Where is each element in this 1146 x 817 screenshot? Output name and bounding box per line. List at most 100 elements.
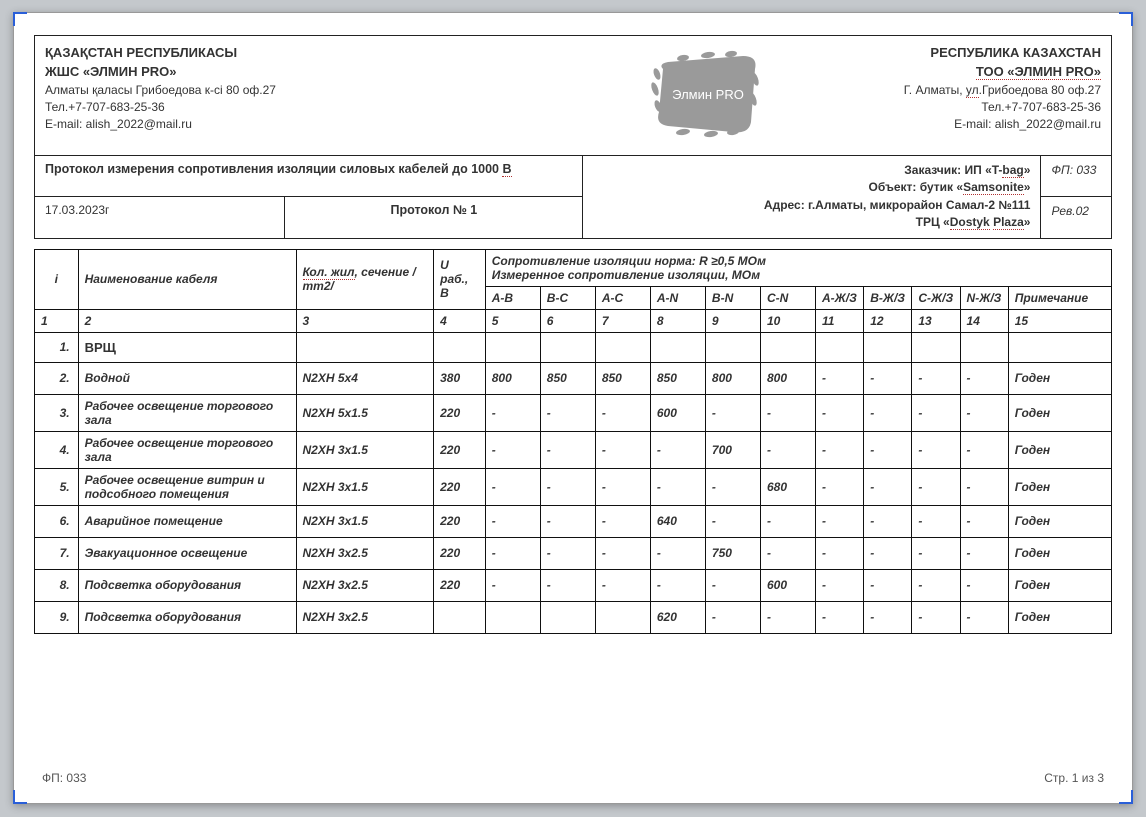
col-в-ж/з: В-Ж/З	[864, 286, 912, 309]
org-ru-email: E-mail: alish_2022@mail.ru	[842, 116, 1101, 133]
meas-6: -	[816, 468, 864, 505]
note: Годен	[1008, 537, 1111, 569]
colnum-13: 13	[912, 309, 960, 332]
meas-1: -	[540, 505, 595, 537]
table-row: 3.Рабочее освещение торгового залаN2XH 5…	[35, 394, 1112, 431]
meas-9: -	[960, 431, 1008, 468]
meas-4: 700	[705, 431, 760, 468]
table-row: 8.Подсветка оборудованияN2XH 3х2.5220---…	[35, 569, 1112, 601]
colnum-4: 4	[434, 309, 486, 332]
col-а-ж/з: А-Ж/З	[816, 286, 864, 309]
row-index: 2.	[35, 362, 79, 394]
org-ru-line1: РЕСПУБЛИКА КАЗАХСТАН	[842, 44, 1101, 63]
meas-4: 800	[705, 362, 760, 394]
meas-2	[595, 332, 650, 362]
meas-8: -	[912, 569, 960, 601]
meas-7: -	[864, 394, 912, 431]
voltage: 220	[434, 468, 486, 505]
meas-9: -	[960, 601, 1008, 633]
col-n-ж/з: N-Ж/З	[960, 286, 1008, 309]
colnum-9: 9	[705, 309, 760, 332]
meas-5: -	[760, 537, 815, 569]
header-table: ҚАЗАҚСТАН РЕСПУБЛИКАСЫ ЖШС «ЭЛМИН PRO» А…	[34, 35, 1112, 239]
meas-2: -	[595, 468, 650, 505]
meas-9: -	[960, 505, 1008, 537]
meas-8: -	[912, 601, 960, 633]
voltage: 380	[434, 362, 486, 394]
meas-5: 800	[760, 362, 815, 394]
meas-3	[650, 332, 705, 362]
object-line: Объект: бутик «Samsonite»	[869, 180, 1031, 195]
norma-text: Сопротивление изоляции норма: R ≥0,5 МОм	[492, 254, 1105, 268]
corner-marker	[13, 12, 27, 26]
table-row: 1.ВРЩ	[35, 332, 1112, 362]
meas-9: -	[960, 468, 1008, 505]
col-a-c: A-C	[595, 286, 650, 309]
row-index: 4.	[35, 431, 79, 468]
meas-0: 800	[485, 362, 540, 394]
table-row: 2.ВоднойN2XH 5х4380800850850850800800---…	[35, 362, 1112, 394]
meas-1	[540, 332, 595, 362]
voltage	[434, 332, 486, 362]
meas-9: -	[960, 394, 1008, 431]
colnum-11: 11	[816, 309, 864, 332]
meas-0: -	[485, 537, 540, 569]
cable-name: Рабочее освещение торгового зала	[78, 394, 296, 431]
cable-name: Рабочее освещение торгового зала	[78, 431, 296, 468]
org-kz-line1: ҚАЗАҚСТАН РЕСПУБЛИКАСЫ	[45, 44, 573, 63]
meas-1: -	[540, 569, 595, 601]
cable-spec	[296, 332, 434, 362]
meas-0	[485, 601, 540, 633]
meas-1	[540, 601, 595, 633]
note	[1008, 332, 1111, 362]
meas-0	[485, 332, 540, 362]
voltage: 220	[434, 394, 486, 431]
meas-6: -	[816, 601, 864, 633]
colnum-3: 3	[296, 309, 434, 332]
meas-7: -	[864, 601, 912, 633]
meas-1: -	[540, 537, 595, 569]
colnum-10: 10	[760, 309, 815, 332]
svg-text:Элмин PRO: Элмин PRO	[672, 87, 744, 102]
cable-spec: N2XH 3х2.5	[296, 569, 434, 601]
protocol-date: 17.03.2023г	[35, 197, 285, 238]
meas-3: -	[650, 431, 705, 468]
meas-5: -	[760, 601, 815, 633]
meas-3: -	[650, 468, 705, 505]
cable-name: Аварийное помещение	[78, 505, 296, 537]
meas-6: -	[816, 505, 864, 537]
cable-name: ВРЩ	[78, 332, 296, 362]
corner-marker	[13, 790, 27, 804]
cable-spec: N2XH 3х2.5	[296, 601, 434, 633]
footer-fp: ФП: 033	[42, 771, 86, 785]
row-index: 6.	[35, 505, 79, 537]
meas-8	[912, 332, 960, 362]
meas-5: -	[760, 394, 815, 431]
meas-0: -	[485, 431, 540, 468]
col-b-n: B-N	[705, 286, 760, 309]
cable-name: Эвакуационное освещение	[78, 537, 296, 569]
meas-1: -	[540, 468, 595, 505]
org-kz-tel: Тел.+7-707-683-25-36	[45, 99, 573, 116]
corner-marker	[1119, 790, 1133, 804]
meas-2: -	[595, 394, 650, 431]
cable-spec: N2XH 3х1.5	[296, 468, 434, 505]
document-page: ҚАЗАҚСТАН РЕСПУБЛИКАСЫ ЖШС «ЭЛМИН PRO» А…	[13, 12, 1133, 804]
cable-name: Подсветка оборудования	[78, 569, 296, 601]
table-row: 7.Эвакуационное освещениеN2XH 3х2.5220--…	[35, 537, 1112, 569]
colnum-15: 15	[1008, 309, 1111, 332]
cable-spec: N2XH 3х2.5	[296, 537, 434, 569]
cable-spec: N2XH 5х4	[296, 362, 434, 394]
meas-7: -	[864, 537, 912, 569]
meas-7: -	[864, 569, 912, 601]
meas-3: -	[650, 569, 705, 601]
meas-9	[960, 332, 1008, 362]
table-row: 6.Аварийное помещениеN2XH 3х1.5220---640…	[35, 505, 1112, 537]
col-с-ж/з: С-Ж/З	[912, 286, 960, 309]
header-left: ҚАЗАҚСТАН РЕСПУБЛИКАСЫ ЖШС «ЭЛМИН PRO» А…	[45, 44, 573, 134]
table-row: 5.Рабочее освещение витрин и подсобного …	[35, 468, 1112, 505]
meas-1: -	[540, 431, 595, 468]
col-a-b: A-B	[485, 286, 540, 309]
meas-5: 680	[760, 468, 815, 505]
protocol-number: Протокол № 1	[285, 197, 583, 238]
